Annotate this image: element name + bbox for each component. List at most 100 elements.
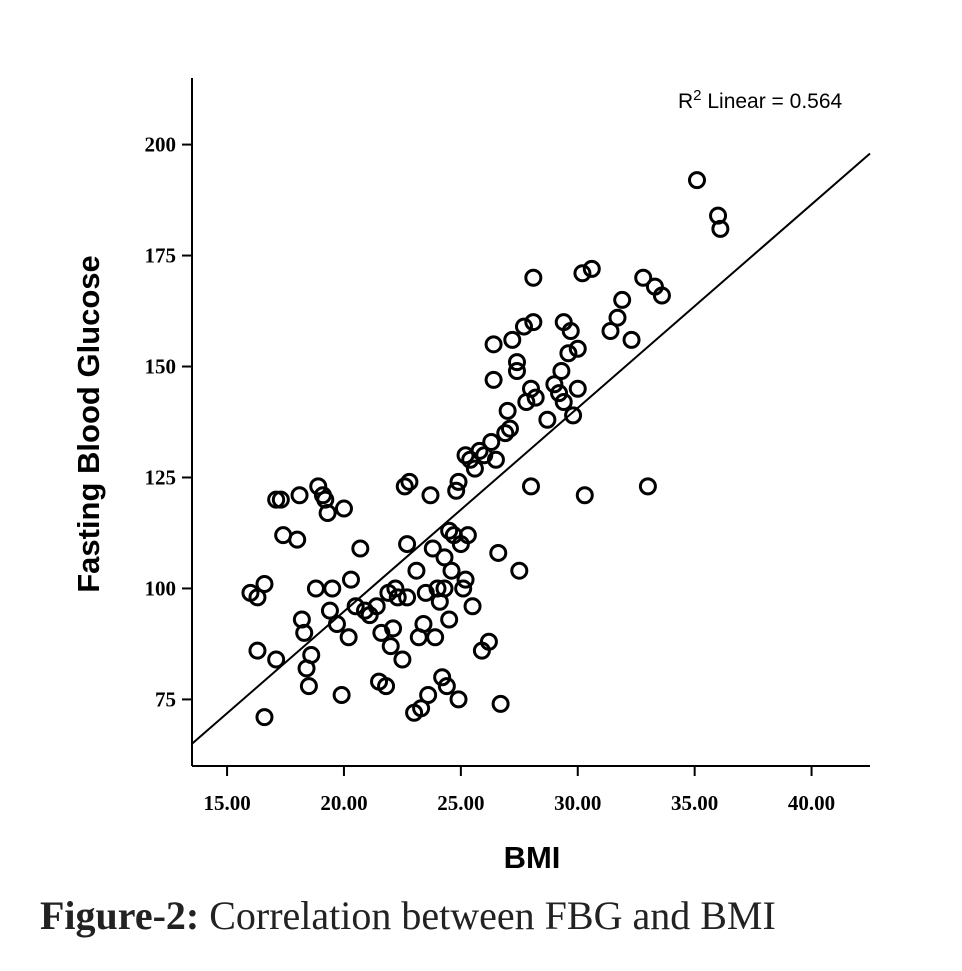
- data-point: [489, 543, 508, 562]
- data-point: [339, 628, 358, 647]
- r2-superscript: 2: [693, 87, 701, 104]
- data-point: [538, 410, 557, 429]
- x-tick-label: 40.00: [788, 791, 835, 815]
- data-point: [559, 344, 578, 363]
- data-point: [514, 317, 533, 336]
- data-point: [248, 588, 267, 607]
- data-point: [484, 370, 503, 389]
- data-point: [295, 623, 314, 642]
- data-point: [470, 441, 489, 460]
- data-point: [398, 588, 417, 607]
- data-point: [288, 530, 307, 549]
- data-point: [568, 379, 587, 398]
- data-point: [522, 477, 540, 496]
- data-point: [622, 330, 641, 349]
- data-point: [398, 535, 417, 554]
- data-point: [491, 694, 510, 713]
- data-point: [255, 575, 274, 594]
- data-point: [458, 526, 477, 545]
- data-point: [507, 361, 526, 380]
- data-point: [484, 335, 503, 354]
- data-point: [652, 286, 671, 305]
- y-tick-label: 200: [145, 133, 177, 157]
- data-point: [522, 379, 540, 398]
- data-point: [582, 259, 601, 278]
- data-point: [437, 677, 456, 696]
- data-point: [447, 481, 466, 500]
- figure-caption: Figure-2: Correlation between FBG and BM…: [40, 892, 776, 939]
- x-ticks: 15.00 20.00 25.00 30.00 35.00 40.00: [203, 766, 835, 815]
- data-point: [414, 614, 433, 633]
- data-point: [407, 561, 426, 580]
- data-point: [482, 432, 501, 451]
- points-layer: [241, 171, 730, 727]
- data-point: [711, 219, 730, 238]
- data-point: [687, 171, 706, 190]
- data-point: [479, 632, 498, 651]
- data-point: [367, 597, 386, 616]
- data-point: [465, 459, 484, 478]
- data-point: [486, 450, 505, 469]
- data-point: [271, 490, 290, 509]
- y-axis-title: Fasting Blood Glucose: [71, 255, 106, 593]
- data-point: [545, 375, 564, 394]
- data-point: [442, 561, 461, 580]
- data-point: [267, 650, 286, 669]
- data-point: [498, 401, 517, 420]
- data-point: [524, 313, 543, 332]
- data-point: [290, 486, 309, 505]
- data-point: [456, 570, 475, 589]
- data-point: [346, 597, 365, 616]
- data-point: [351, 539, 370, 558]
- data-point: [433, 668, 452, 687]
- data-point: [561, 322, 580, 341]
- data-point: [503, 330, 522, 349]
- data-point: [500, 419, 519, 438]
- y-tick-label: 75: [155, 687, 176, 711]
- data-point: [323, 579, 342, 598]
- data-point: [638, 477, 657, 496]
- data-point: [440, 610, 459, 629]
- r2-annotation: R2 Linear = 0.564: [678, 87, 843, 113]
- data-point: [423, 539, 442, 558]
- data-point: [463, 597, 482, 616]
- x-tick-label: 35.00: [671, 791, 718, 815]
- x-tick-label: 25.00: [437, 791, 484, 815]
- data-point: [395, 477, 414, 496]
- data-point: [309, 477, 328, 496]
- data-point: [449, 690, 468, 709]
- data-point: [454, 579, 473, 598]
- data-point: [568, 339, 587, 358]
- data-point: [524, 268, 543, 287]
- x-tick-label: 15.00: [203, 791, 250, 815]
- r2-text: Linear = 0.564: [702, 90, 843, 113]
- data-point: [381, 637, 400, 656]
- y-ticks: 75 100 125 150 175 200: [145, 133, 192, 711]
- data-point: [575, 486, 594, 505]
- data-point: [608, 308, 627, 327]
- data-point: [564, 406, 583, 425]
- data-point: [306, 579, 325, 598]
- data-point: [377, 677, 396, 696]
- x-axis-title: BMI: [504, 840, 561, 875]
- data-point: [634, 268, 653, 287]
- data-point: [316, 490, 335, 509]
- y-tick-label: 150: [145, 355, 177, 379]
- data-point: [435, 548, 454, 567]
- data-point: [440, 521, 459, 540]
- data-point: [554, 393, 573, 412]
- caption-text: Correlation between FBG and BMI: [199, 893, 776, 938]
- y-tick-label: 175: [145, 244, 177, 268]
- data-point: [302, 646, 321, 665]
- data-point: [341, 570, 360, 589]
- data-point: [613, 290, 632, 309]
- data-point: [552, 361, 571, 380]
- regression-line: [191, 152, 871, 745]
- data-point: [386, 579, 405, 598]
- data-point: [388, 588, 407, 607]
- x-tick-label: 20.00: [320, 791, 367, 815]
- data-point: [601, 322, 620, 341]
- data-point: [393, 650, 412, 669]
- data-point: [573, 264, 592, 283]
- data-point: [384, 619, 403, 638]
